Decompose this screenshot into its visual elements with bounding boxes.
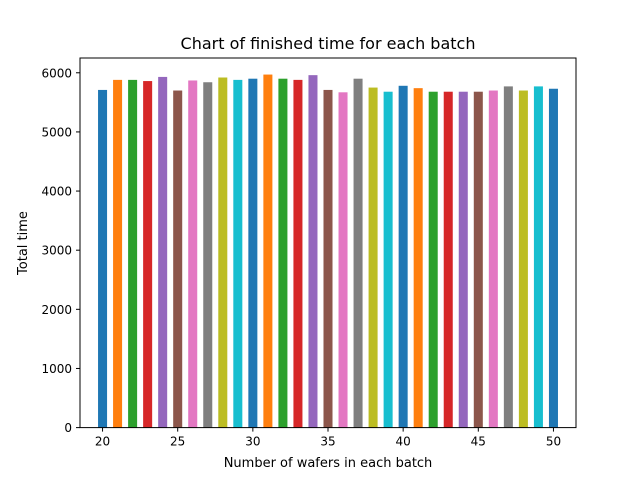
bar-24 <box>158 76 168 428</box>
y-tick-label: 4000 <box>41 185 72 199</box>
bar-30 <box>248 78 258 428</box>
x-tick-label: 45 <box>471 435 486 449</box>
bar-46 <box>488 90 498 428</box>
y-axis-label: Total time <box>16 211 31 276</box>
x-tick-label: 25 <box>170 435 185 449</box>
bar-21 <box>113 79 123 428</box>
bars-group <box>98 74 558 428</box>
bar-38 <box>368 87 378 428</box>
y-axis-ticks: 0 1000 2000 3000 4000 5000 6000 <box>41 66 80 435</box>
bar-48 <box>518 90 528 428</box>
bar-23 <box>143 81 153 428</box>
y-tick-label: 6000 <box>41 66 72 80</box>
bar-44 <box>458 91 468 428</box>
bar-32 <box>278 78 288 428</box>
bar-29 <box>233 79 243 428</box>
bar-35 <box>323 89 333 428</box>
x-tick-label: 20 <box>95 435 110 449</box>
bar-20 <box>98 89 108 428</box>
x-tick-label: 50 <box>546 435 561 449</box>
bar-27 <box>203 82 213 428</box>
bar-45 <box>473 91 483 428</box>
bar-43 <box>443 91 453 428</box>
y-tick-label: 1000 <box>41 362 72 376</box>
x-tick-label: 35 <box>320 435 335 449</box>
bar-39 <box>383 91 393 428</box>
x-axis-ticks: 20 25 30 35 40 45 50 <box>95 427 561 449</box>
bar-25 <box>173 90 183 428</box>
y-tick-label: 2000 <box>41 303 72 317</box>
bar-40 <box>398 85 408 428</box>
bar-33 <box>293 79 303 428</box>
x-tick-label: 40 <box>396 435 411 449</box>
y-tick-label: 5000 <box>41 125 72 139</box>
bar-34 <box>308 75 318 428</box>
bar-26 <box>188 80 198 428</box>
x-tick-label: 30 <box>245 435 260 449</box>
bar-49 <box>533 86 543 428</box>
bar-22 <box>128 79 138 428</box>
bar-41 <box>413 88 423 428</box>
bar-28 <box>218 77 228 428</box>
bar-50 <box>548 88 558 428</box>
x-axis-label: Number of wafers in each batch <box>224 456 433 471</box>
bar-37 <box>353 78 363 428</box>
bar-36 <box>338 92 348 428</box>
plot-frame <box>79 57 577 429</box>
bar-31 <box>263 74 273 428</box>
bar-42 <box>428 91 438 428</box>
y-tick-label: 0 <box>64 421 72 435</box>
chart-title: Chart of finished time for each batch <box>181 34 476 53</box>
bar-47 <box>503 86 513 428</box>
y-tick-label: 3000 <box>41 244 72 258</box>
